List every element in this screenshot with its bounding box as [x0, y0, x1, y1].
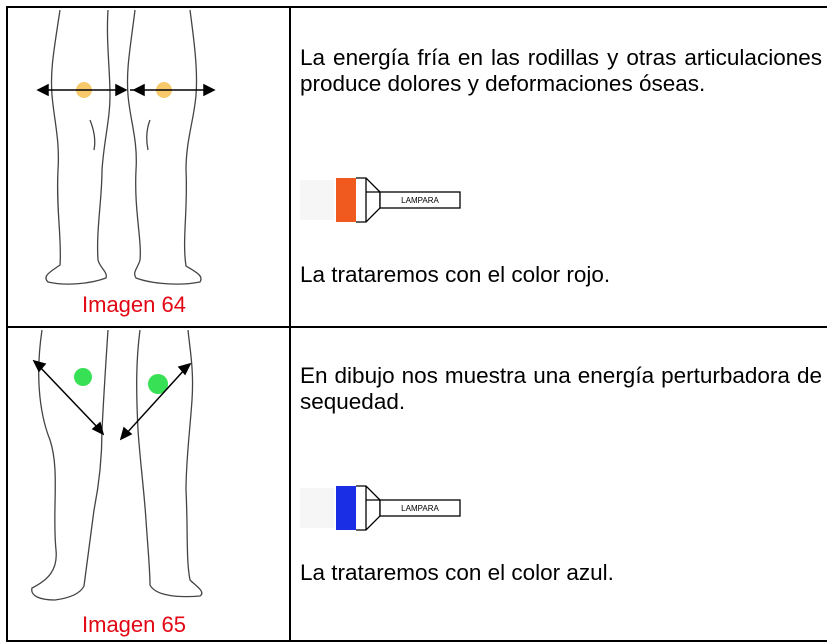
lamp-icon: LAMPARA — [300, 177, 461, 223]
table-border — [6, 640, 827, 642]
paragraph: La trataremos con el color azul. — [300, 560, 614, 585]
table-border — [6, 326, 827, 328]
paragraph: En dibujo nos muestra una energía pertur… — [300, 363, 822, 414]
image-caption: Imagen 64 — [82, 292, 186, 317]
image-caption: Imagen 65 — [82, 612, 186, 637]
legs-illustration — [36, 10, 216, 285]
lamp-label: LAMPARA — [401, 504, 439, 513]
lamp-icon: LAMPARA — [300, 485, 461, 531]
paragraph: La trataremos con el color rojo. — [300, 262, 611, 287]
legs-illustration — [31, 330, 203, 601]
lamp-label: LAMPARA — [401, 196, 439, 205]
table-border — [289, 6, 291, 642]
paragraph: La energía fría en las rodillas y otras … — [300, 45, 822, 96]
table-border — [6, 6, 827, 8]
table-border — [6, 6, 8, 642]
